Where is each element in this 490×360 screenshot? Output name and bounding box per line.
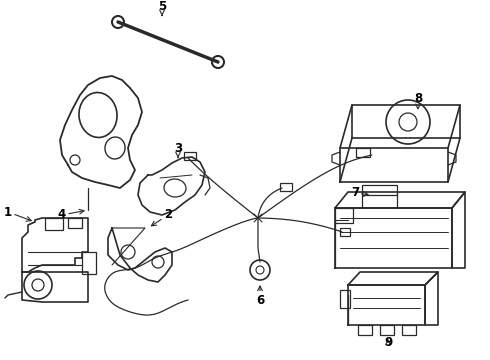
Bar	[184, 152, 196, 160]
Text: 7: 7	[351, 186, 368, 199]
Bar	[340, 290, 350, 308]
Bar	[402, 325, 416, 335]
Bar	[362, 185, 397, 195]
Bar	[82, 252, 96, 274]
Text: 8: 8	[414, 91, 422, 109]
Bar	[356, 148, 370, 157]
Bar	[358, 325, 372, 335]
Bar	[380, 325, 394, 335]
Text: 3: 3	[174, 141, 182, 157]
Bar	[335, 208, 353, 223]
Text: 1: 1	[4, 206, 31, 221]
Text: 9: 9	[384, 336, 392, 348]
Bar	[280, 183, 292, 191]
Text: 4: 4	[58, 208, 84, 221]
Bar	[45, 218, 63, 230]
Text: 2: 2	[151, 208, 172, 226]
Text: 5: 5	[158, 0, 166, 15]
Bar	[340, 228, 350, 236]
Text: 6: 6	[256, 286, 264, 306]
Bar	[68, 218, 82, 228]
